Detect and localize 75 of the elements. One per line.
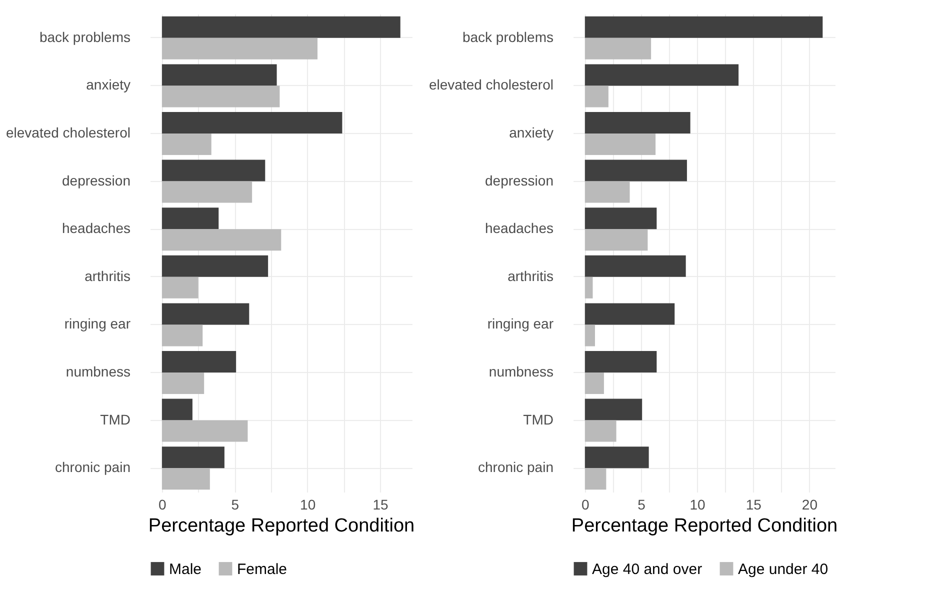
- x-tick-label: 20: [802, 496, 818, 512]
- y-tick-label: elevated cholesterol: [6, 124, 130, 140]
- bar: [162, 16, 400, 38]
- bar: [584, 276, 593, 298]
- y-tick-label: chronic pain: [55, 459, 130, 476]
- legend-label: Female: [237, 560, 288, 578]
- y-tick-label: numbness: [488, 364, 554, 380]
- y-tick-label: headaches: [62, 220, 130, 236]
- bar: [162, 324, 203, 346]
- bar: [584, 468, 606, 490]
- x-axis-title: Percentage Reported Condition: [148, 516, 415, 536]
- bar: [584, 303, 675, 325]
- bar: [584, 208, 657, 230]
- bar: [162, 38, 318, 60]
- bar: [584, 255, 686, 277]
- y-tick-label: depression: [62, 172, 130, 188]
- x-tick-label: 5: [231, 496, 240, 512]
- bar: [584, 160, 687, 182]
- bar: [162, 350, 236, 372]
- y-tick-label: headaches: [484, 220, 554, 236]
- y-tick-label: ringing ear: [487, 316, 554, 332]
- bar: [584, 38, 652, 60]
- y-tick-label: ringing ear: [64, 316, 131, 332]
- legend-label: Age under 40: [738, 560, 828, 578]
- bar: [584, 112, 690, 134]
- y-tick-label: elevated cholesterol: [428, 76, 554, 93]
- x-tick-label: 15: [746, 496, 762, 512]
- y-tick-label: arthritis: [84, 268, 130, 284]
- y-tick-label: anxiety: [509, 124, 554, 140]
- legend-label: Age 40 and over: [592, 560, 702, 578]
- y-tick-label: arthritis: [508, 268, 554, 284]
- bar: [162, 420, 248, 442]
- bar: [584, 324, 595, 346]
- bar: [162, 468, 210, 490]
- bar: [162, 112, 342, 134]
- bar: [584, 229, 648, 251]
- y-tick-label: depression: [485, 172, 554, 188]
- bar: [162, 276, 198, 298]
- x-tick-label: 15: [372, 496, 389, 512]
- x-tick-label: 0: [581, 496, 590, 512]
- y-tick-label: TMD: [523, 411, 554, 428]
- bar: [584, 181, 630, 203]
- x-tick-label: 10: [300, 496, 316, 512]
- bar: [162, 398, 192, 420]
- bar: [584, 350, 657, 372]
- bar: [584, 16, 823, 38]
- y-tick-label: chronic pain: [478, 459, 554, 476]
- bar: [584, 64, 739, 86]
- bar: [584, 446, 649, 468]
- x-axis-title: Percentage Reported Condition: [571, 516, 838, 536]
- bar: [162, 160, 266, 182]
- bar: [584, 420, 616, 442]
- bar: [584, 372, 604, 394]
- y-tick-label: back problems: [39, 28, 130, 45]
- bar: [162, 86, 280, 108]
- x-tick-label: 10: [690, 496, 706, 512]
- bar: [162, 208, 219, 230]
- x-tick-label: 0: [158, 496, 167, 512]
- bar: [584, 398, 642, 420]
- y-tick-label: back problems: [462, 28, 554, 45]
- y-tick-label: TMD: [100, 411, 130, 428]
- x-tick-label: 5: [638, 496, 646, 512]
- bar: [162, 64, 277, 86]
- y-tick-label: anxiety: [86, 76, 130, 93]
- bar: [162, 134, 212, 156]
- bar: [162, 446, 224, 468]
- bar: [162, 229, 282, 251]
- bar: [162, 255, 268, 277]
- bar: [162, 303, 250, 325]
- bar: [162, 181, 252, 203]
- bar: [584, 134, 656, 156]
- y-tick-label: numbness: [66, 364, 130, 380]
- legend-label: Male: [169, 560, 202, 578]
- bar: [584, 86, 608, 108]
- bar: [162, 372, 204, 394]
